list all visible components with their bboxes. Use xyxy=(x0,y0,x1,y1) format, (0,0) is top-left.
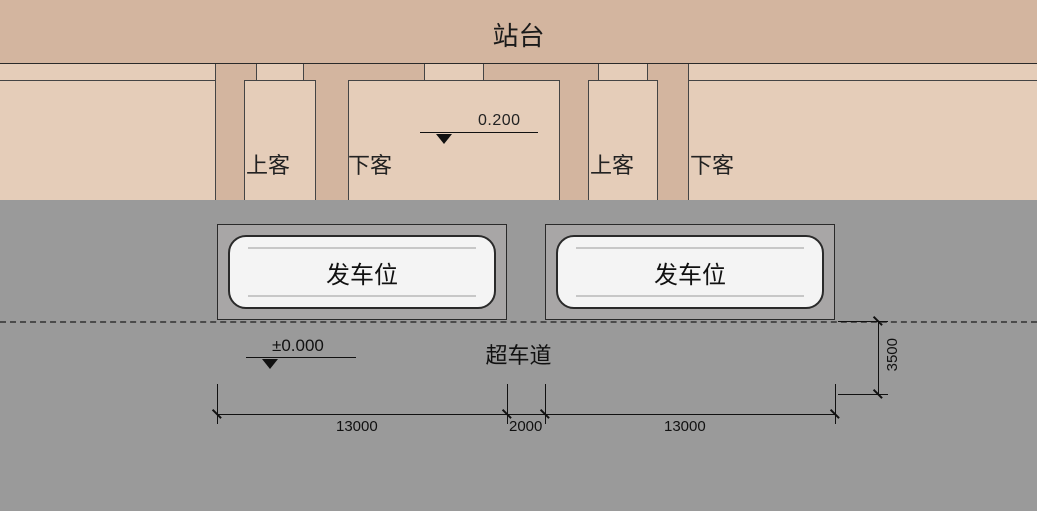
dim-label: 13000 xyxy=(664,418,706,435)
ground-elevation-value: ±0.000 xyxy=(272,336,324,356)
boarding-label: 上客 xyxy=(590,148,634,180)
ground-elevation-line xyxy=(246,357,356,358)
ground-elevation-triangle-icon xyxy=(262,359,278,369)
elevation-triangle-icon xyxy=(436,134,452,144)
pier-tongue xyxy=(0,64,216,80)
dim-tick-icon xyxy=(874,317,882,325)
bus-outline-icon: 发车位 xyxy=(556,235,824,309)
platform-title: 站台 xyxy=(0,16,1037,53)
dim-vertical-line xyxy=(878,321,879,394)
dim-tick-icon xyxy=(874,390,882,398)
pier xyxy=(588,80,658,200)
departure-bay-label: 发车位 xyxy=(654,255,726,290)
pier xyxy=(348,80,560,200)
departure-bay: 发车位 xyxy=(217,224,507,320)
dim-extension xyxy=(217,384,218,424)
pier xyxy=(0,80,216,200)
dim-extension xyxy=(507,384,508,424)
dim-tick-icon xyxy=(541,410,549,418)
overtaking-lane-label: 超车道 xyxy=(0,338,1037,370)
pier-tongue xyxy=(598,64,648,80)
departure-bay: 发车位 xyxy=(545,224,835,320)
alighting-label: 下客 xyxy=(690,148,734,180)
pier xyxy=(688,80,1037,200)
elevation-line xyxy=(420,132,538,133)
pier xyxy=(244,80,316,200)
bus-outline-icon: 发车位 xyxy=(228,235,496,309)
dim-tick-icon xyxy=(503,410,511,418)
dim-extension xyxy=(835,384,836,424)
alighting-label: 下客 xyxy=(348,148,392,180)
departure-bay-label: 发车位 xyxy=(326,255,398,290)
elevation-value: 0.200 xyxy=(478,112,521,130)
dim-label-vertical: 3500 xyxy=(884,338,901,371)
pier-tongue xyxy=(688,64,1037,80)
dim-extension xyxy=(545,384,546,424)
dim-label: 2000 xyxy=(509,418,542,435)
dim-label: 13000 xyxy=(336,418,378,435)
dim-baseline xyxy=(217,414,835,415)
drawing-canvas: 站台 上客 下客 上客 下客 0.200 发车位 发车位 xyxy=(0,0,1037,511)
pier-tongue xyxy=(424,64,484,80)
dim-tick-icon xyxy=(213,410,221,418)
pier-tongue xyxy=(256,64,304,80)
boarding-label: 上客 xyxy=(246,148,290,180)
dim-tick-icon xyxy=(831,410,839,418)
